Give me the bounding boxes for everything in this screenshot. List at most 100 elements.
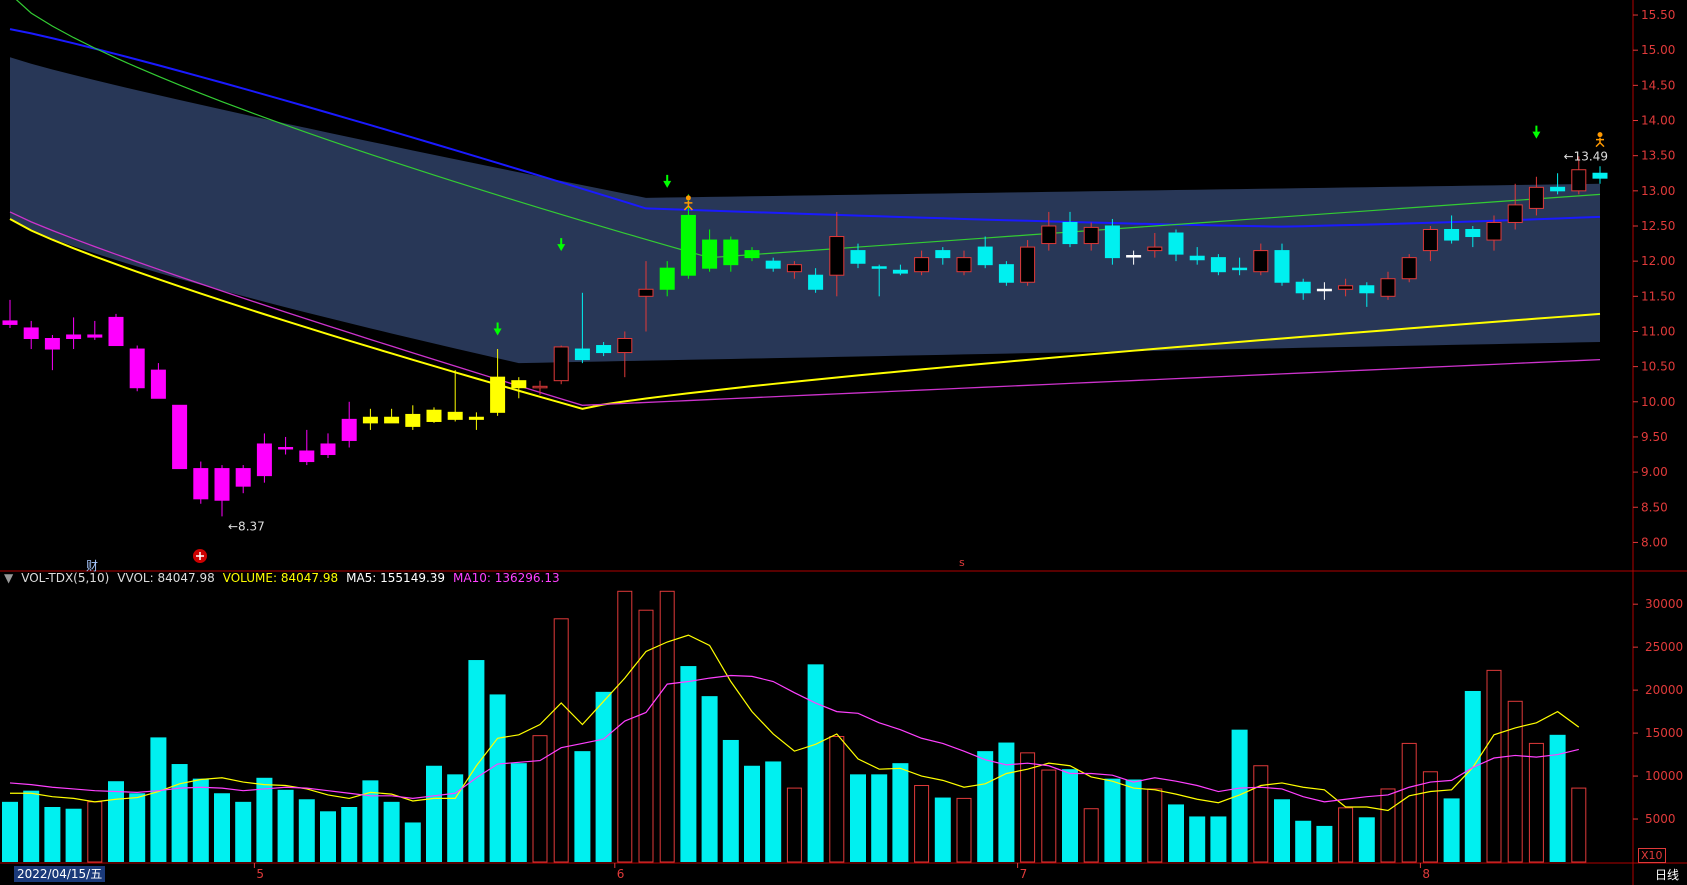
volume-bar [1231,729,1248,862]
volume-ma10-line [9,674,1579,803]
volume-bar [680,666,697,862]
price-tick-label: 9.50 [1641,430,1668,444]
volume-legend: ▼ VOL-TDX(5,10) VVOL: 84047.98 VOLUME: 8404… [4,571,568,585]
multiplier-badge[interactable]: X10 [1638,848,1666,863]
volume-bar [1083,808,1099,863]
date-indicator: 2022/04/15/五 [14,866,106,882]
candle-body [1083,226,1099,245]
price-tick-label: 12.50 [1641,219,1675,233]
candle-body [1422,229,1438,252]
candle-body [1274,250,1290,283]
volume-bar [829,736,845,863]
volume-tick-label: 25000 [1645,640,1683,654]
candle-body [532,385,548,389]
signal-person-icon [1595,137,1605,148]
volume-bar [914,785,930,863]
candle-body [765,260,781,269]
candle-body [956,257,972,273]
volume-tick-label: 15000 [1645,726,1683,740]
candle-body [553,346,569,382]
candle-body [1126,255,1142,258]
volume-bar [850,774,866,862]
volume-bar [722,739,739,862]
volume-bar [595,691,612,862]
volume-bar [510,763,527,862]
candle-body [1020,246,1036,283]
volume-bar [404,822,421,862]
volume-bar [1147,788,1163,863]
candle-body [129,348,145,389]
volume-bar [1401,742,1417,863]
buy-arrow-icon [1532,125,1541,139]
candle-body [23,327,39,339]
buy-arrow-icon [663,174,672,188]
price-tick-label: 14.50 [1641,78,1675,92]
volume-bar [1104,778,1121,862]
volume-bar [659,590,675,863]
candle-body [1316,288,1332,292]
candle-body [574,348,590,361]
volume-bar [617,590,633,863]
candle-body [786,264,802,273]
cai-marker: 财 [86,559,99,573]
candle-body [426,409,442,422]
candle-body [659,267,675,290]
volume-bar [426,765,442,862]
volume-bar [1338,807,1354,863]
volume-bar [87,801,103,863]
settings-circle-icon[interactable]: ▼ [4,571,14,585]
candle-body [172,404,188,470]
event-s-icon: s [959,556,965,569]
candle-body [2,320,18,325]
volume-bar [701,696,718,862]
x-tick-label: 8 [1422,867,1430,881]
candle-body [1232,267,1248,271]
period-label[interactable]: 日线 [1654,868,1679,882]
candle-body [235,468,251,487]
candle-body [299,450,315,463]
signal-person-icon [1597,132,1603,138]
price-tick-label: 15.50 [1641,8,1675,22]
volume-bar [1316,825,1333,862]
candle-body [447,411,463,420]
volume-bar [1422,771,1438,863]
candle-body [596,345,612,354]
candle-body [1380,278,1396,297]
candle-body [66,334,82,339]
volume-bar [447,774,464,862]
candle-body [362,416,378,424]
volume-bar [1274,799,1290,862]
volume-bar [956,797,972,863]
candle-body [617,337,633,354]
volume-bar [214,793,230,862]
volume-bar [171,764,188,862]
volume-bar [1464,690,1481,862]
volume-bar [150,737,167,862]
volume-bar [1486,669,1502,863]
candle-body [1592,172,1608,179]
candle-body [214,468,230,501]
candle-body [680,214,696,276]
candle-body [384,416,400,424]
volume-bar [2,801,18,862]
indicator-name[interactable]: VOL-TDX(5,10) [21,571,110,585]
candle-body [998,264,1014,283]
candle-body [341,418,357,441]
ma-blue-line [9,28,1601,228]
price-tick-label: 15.00 [1641,43,1675,57]
price-tick-label: 10.00 [1641,395,1675,409]
volume-bar [277,789,294,862]
candle-body [87,334,103,338]
candle-body [977,246,993,266]
ma5-value: MA5: 155149.39 [346,571,446,585]
volume-bar [362,780,379,862]
vvol-value: VVOL: 84047.98 [117,571,215,585]
candle-body [468,416,484,420]
candle-body [850,250,866,264]
volume-bar [871,774,888,862]
volume-ma5-line [10,634,1580,812]
candle-body [193,468,209,500]
volume-bar [892,763,909,862]
ma-green-line [15,0,1601,259]
price-tick-label: 8.50 [1641,500,1668,514]
